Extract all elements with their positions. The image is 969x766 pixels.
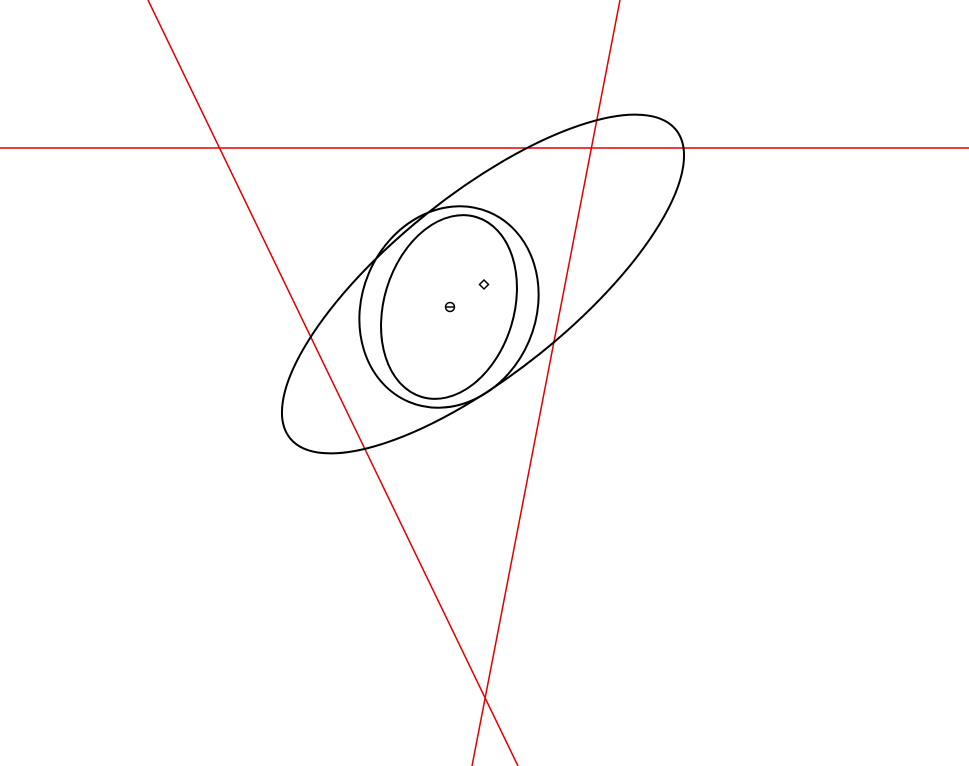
ellipses (280, 113, 686, 455)
diamond-point (478, 278, 490, 291)
circle-point (444, 301, 456, 313)
points (444, 278, 490, 313)
middle-ellipse (358, 205, 540, 409)
inner-ellipse (380, 214, 518, 400)
outer-ellipse (280, 113, 686, 455)
steep-line (471, 0, 621, 766)
descending-line (147, 0, 519, 766)
